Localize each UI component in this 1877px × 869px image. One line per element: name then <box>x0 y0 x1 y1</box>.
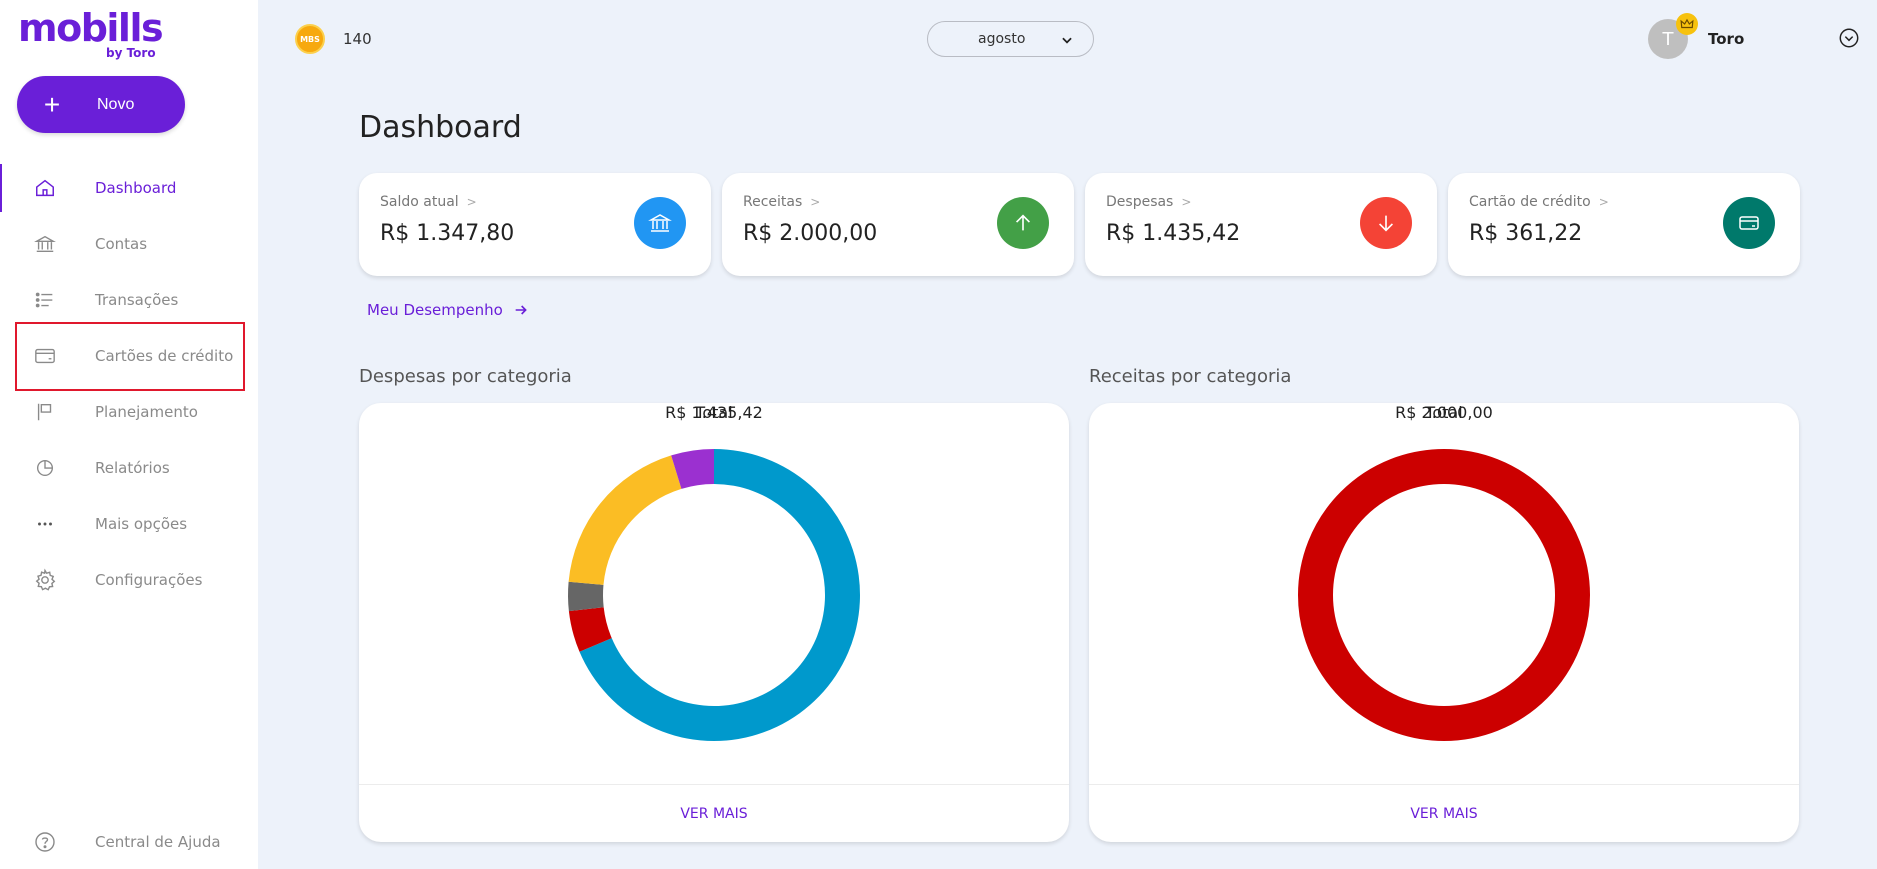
credit-card-icon <box>33 344 57 368</box>
chevron-right-icon: > <box>1181 195 1192 209</box>
donut-slice-3[interactable] <box>568 455 682 585</box>
sidebar-item-planejamento[interactable]: Planejamento <box>0 384 258 440</box>
crown-icon <box>1676 13 1698 35</box>
chevron-down-icon <box>1062 37 1072 44</box>
gear-icon <box>33 568 57 592</box>
balance-card-label: Saldo atual > <box>380 194 477 210</box>
page-title: Dashboard <box>359 110 522 145</box>
panel-divider <box>359 784 1069 785</box>
income-card-value: R$ 2.000,00 <box>743 221 878 246</box>
income-donut-chart[interactable] <box>1294 445 1594 745</box>
user-name[interactable]: Toro <box>1708 30 1745 48</box>
month-value: agosto <box>978 31 1026 47</box>
more-dots-icon <box>33 512 57 536</box>
expenses-by-category-title: Despesas por categoria <box>359 366 572 387</box>
expenses-card-value: R$ 1.435,42 <box>1106 221 1241 246</box>
income-by-category-title: Receitas por categoria <box>1089 366 1292 387</box>
sidebar-item-label: Relatórios <box>95 459 170 477</box>
income-see-more-button[interactable]: VER MAIS <box>1410 806 1478 822</box>
sidebar-item-cartoes-de-credito[interactable]: Cartões de crédito <box>0 328 258 384</box>
sidebar-item-label: Dashboard <box>95 179 177 197</box>
sidebar-item-configuracoes[interactable]: Configurações <box>0 552 258 608</box>
expenses-donut-chart[interactable] <box>564 445 864 745</box>
help-center-label: Central de Ajuda <box>95 833 221 851</box>
income-total-value: R$ 2.000,00 <box>1395 403 1493 422</box>
donut-slice-4[interactable] <box>671 449 714 489</box>
sidebar-item-dashboard[interactable]: Dashboard <box>0 160 258 216</box>
coin-count: 140 <box>343 30 372 48</box>
sidebar-item-label: Contas <box>95 235 148 253</box>
sidebar-item-label: Planejamento <box>95 403 198 421</box>
credit-card-summary-card[interactable]: Cartão de crédito > R$ 361,22 <box>1448 173 1800 276</box>
performance-link[interactable]: Meu Desempenho <box>367 301 529 319</box>
panel-divider <box>1089 784 1799 785</box>
arrow-down-icon <box>1360 197 1412 249</box>
credit-card-summary-value: R$ 361,22 <box>1469 221 1583 246</box>
logo-subtitle: by Toro <box>106 46 156 60</box>
balance-card[interactable]: Saldo atual > R$ 1.347,80 <box>359 173 711 276</box>
expenses-total-label: Total <box>695 403 733 422</box>
sidebar-item-label: Transações <box>95 291 179 309</box>
chevron-right-icon: > <box>810 195 821 209</box>
sidebar-nav: Dashboard Contas Transações Cartões de c… <box>0 160 258 608</box>
donut-slice-0[interactable] <box>1298 449 1590 741</box>
expenses-see-more-button[interactable]: VER MAIS <box>680 806 748 822</box>
bank-icon <box>33 232 57 256</box>
balance-card-value: R$ 1.347,80 <box>380 221 515 246</box>
sidebar-item-label: Mais opções <box>95 515 188 533</box>
arrow-up-icon <box>997 197 1049 249</box>
credit-card-summary-label: Cartão de crédito > <box>1469 194 1609 210</box>
list-icon <box>33 288 57 312</box>
mobills-logo[interactable]: mobills by Toro <box>18 6 164 60</box>
chevron-right-icon: > <box>466 195 477 209</box>
home-icon <box>33 176 57 200</box>
logo-wordmark: mobills <box>18 6 164 50</box>
sidebar-item-relatorios[interactable]: Relatórios <box>0 440 258 496</box>
credit-card-icon <box>1723 197 1775 249</box>
arrow-right-icon <box>515 305 527 315</box>
plus-icon: + <box>43 88 61 120</box>
new-button-label: Novo <box>97 95 135 113</box>
help-icon <box>33 830 57 854</box>
expenses-card-label: Despesas > <box>1106 194 1192 210</box>
sidebar-item-transacoes[interactable]: Transações <box>0 272 258 328</box>
expenses-by-category-panel: R$ 1.435,42 Total VER MAIS <box>359 403 1069 842</box>
help-center-link[interactable]: Central de Ajuda <box>0 814 258 869</box>
income-card-label: Receitas > <box>743 194 821 210</box>
income-total-label: Total <box>1425 403 1463 422</box>
sidebar-item-contas[interactable]: Contas <box>0 216 258 272</box>
expenses-total-value: R$ 1.435,42 <box>665 403 763 422</box>
sidebar-item-label: Configurações <box>95 571 203 589</box>
new-button[interactable]: + Novo <box>17 76 185 133</box>
sidebar-item-label: Cartões de crédito <box>95 347 234 365</box>
user-menu-chevron-icon[interactable] <box>1838 27 1860 49</box>
pie-chart-icon <box>33 456 57 480</box>
donut-slice-1[interactable] <box>568 607 612 652</box>
performance-link-label: Meu Desempenho <box>367 301 503 319</box>
flag-icon <box>33 400 57 424</box>
month-select[interactable]: agosto <box>927 21 1094 57</box>
sidebar-item-mais-opcoes[interactable]: Mais opções <box>0 496 258 552</box>
income-by-category-panel: R$ 2.000,00 Total VER MAIS <box>1089 403 1799 842</box>
donut-slice-2[interactable] <box>568 581 604 612</box>
coin-icon[interactable]: MBS <box>295 24 325 54</box>
income-card[interactable]: Receitas > R$ 2.000,00 <box>722 173 1074 276</box>
chevron-right-icon: > <box>1598 195 1609 209</box>
expenses-card[interactable]: Despesas > R$ 1.435,42 <box>1085 173 1437 276</box>
bank-icon <box>634 197 686 249</box>
sidebar: mobills by Toro + Novo Dashboard Contas … <box>0 0 258 869</box>
